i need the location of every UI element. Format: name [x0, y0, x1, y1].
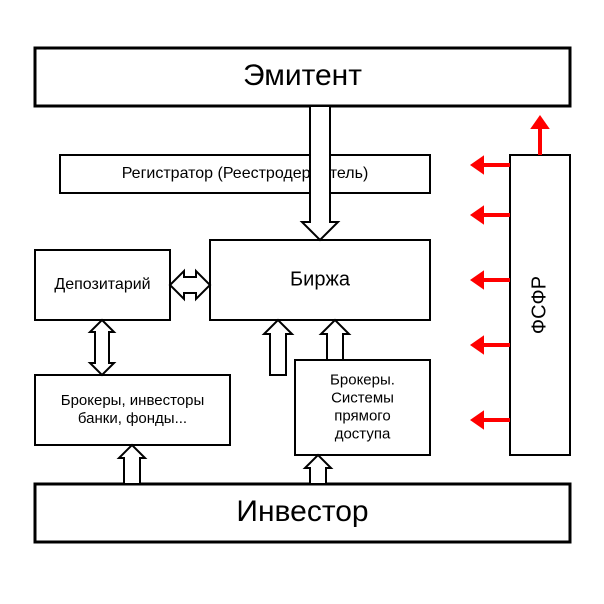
node-depository: Депозитарий: [35, 250, 170, 320]
node-fsfr: ФСФР: [510, 155, 570, 455]
brokers-to-exchange-up: [264, 320, 292, 375]
diagram-canvas: Эмитент Регистратор (Реестродержатель) Деп…: [0, 0, 604, 604]
depository-exchange-double-h: [170, 271, 210, 299]
fsfr-left-2: [470, 205, 510, 225]
investor-to-brokers-up: [119, 445, 145, 484]
investor-to-direct-up: [305, 455, 331, 484]
label-registrar: Регистратор (Реестродержатель): [122, 165, 369, 182]
direct-to-exchange-up: [321, 320, 349, 360]
fsfr-left-5: [470, 410, 510, 430]
label-exchange: Биржа: [290, 268, 351, 290]
depository-brokers-double-v: [90, 320, 114, 375]
node-brokers: Брокеры, инвесторыбанки, фонды...: [35, 375, 230, 445]
fsfr-to-issuer-up: [530, 115, 550, 155]
label-issuer: Эмитент: [243, 59, 362, 92]
label-investor: Инвестор: [236, 495, 368, 528]
fsfr-left-1: [470, 155, 510, 175]
label-brokers: Брокеры, инвесторыбанки, фонды...: [61, 392, 205, 427]
label-fsfr: ФСФР: [528, 276, 550, 334]
fsfr-left-3: [470, 270, 510, 290]
node-issuer: Эмитент: [35, 48, 570, 106]
label-direct: Брокеры.Системыпрямогодоступа: [330, 371, 395, 442]
node-direct: Брокеры.Системыпрямогодоступа: [295, 360, 430, 455]
fsfr-left-4: [470, 335, 510, 355]
node-exchange: Биржа: [210, 240, 430, 320]
label-depository: Депозитарий: [54, 276, 150, 293]
node-registrar: Регистратор (Реестродержатель): [60, 155, 430, 193]
node-investor: Инвестор: [35, 484, 570, 542]
